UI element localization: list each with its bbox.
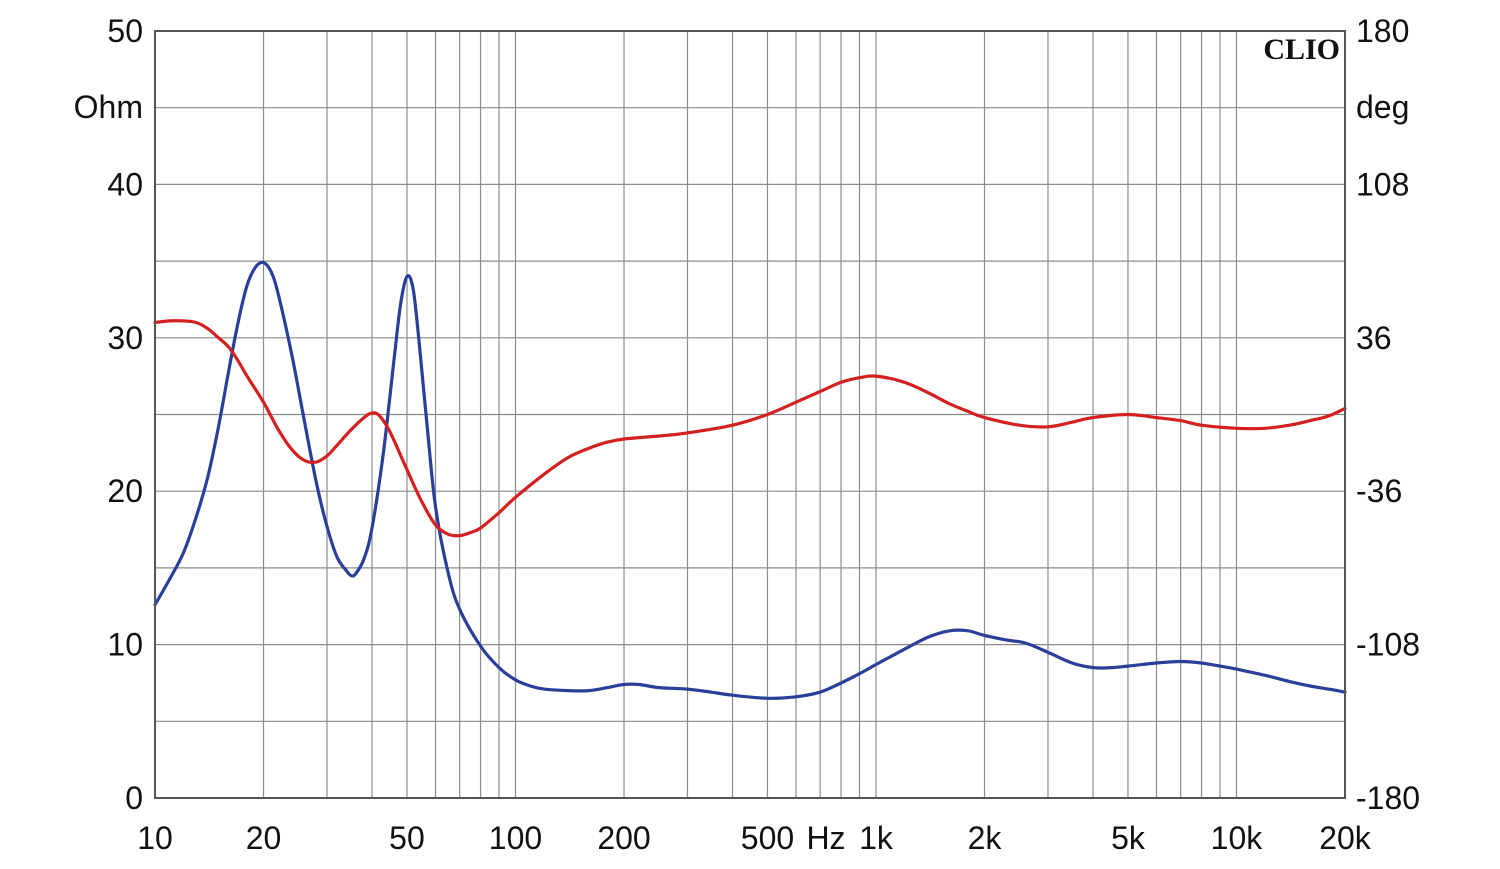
- y-right-tick-label: -108: [1356, 627, 1420, 663]
- x-tick-label: 100: [489, 820, 542, 856]
- x-tick-label: 500: [741, 820, 794, 856]
- y-left-tick-label: 0: [125, 780, 143, 816]
- y-left-tick-label: 20: [107, 473, 143, 509]
- x-tick-label: 20k: [1319, 820, 1372, 856]
- x-tick-label: 20: [246, 820, 282, 856]
- x-unit-label: Hz: [806, 820, 845, 856]
- y-right-tick-label: -180: [1356, 780, 1420, 816]
- red-series-line: [153, 319, 1347, 538]
- x-tick-label: 1k: [859, 820, 894, 856]
- x-tick-label: 50: [389, 820, 425, 856]
- y-left-tick-label: 50: [107, 13, 143, 49]
- x-tick-label: 10: [137, 820, 173, 856]
- y-left-tick-label: 30: [107, 320, 143, 356]
- y-right-tick-label: 180: [1356, 13, 1409, 49]
- y-right-tick-label: 108: [1356, 166, 1409, 202]
- blue-series-line: [153, 260, 1347, 700]
- x-tick-label: 5k: [1111, 820, 1146, 856]
- y-right-tick-label: -36: [1356, 473, 1402, 509]
- tick-labels: 10 20 50 100 200 500 1k 2k 5k 10k 20k 0 10 20 30 40 50 -1…: [107, 13, 1420, 856]
- clio-logo-text: CLIO: [1263, 33, 1340, 66]
- left-unit-label: Ohm: [74, 89, 143, 125]
- y-left-tick-label: 40: [107, 166, 143, 202]
- x-tick-label: 2k: [968, 820, 1003, 856]
- plot-frame: [154, 30, 1346, 799]
- grid: [155, 31, 1345, 798]
- x-tick-label: 10k: [1211, 820, 1264, 856]
- y-right-tick-label: 36: [1356, 320, 1392, 356]
- right-unit-label: deg: [1356, 89, 1409, 125]
- y-left-tick-label: 10: [107, 627, 143, 663]
- x-tick-label: 200: [597, 820, 650, 856]
- series-layer: [153, 260, 1347, 700]
